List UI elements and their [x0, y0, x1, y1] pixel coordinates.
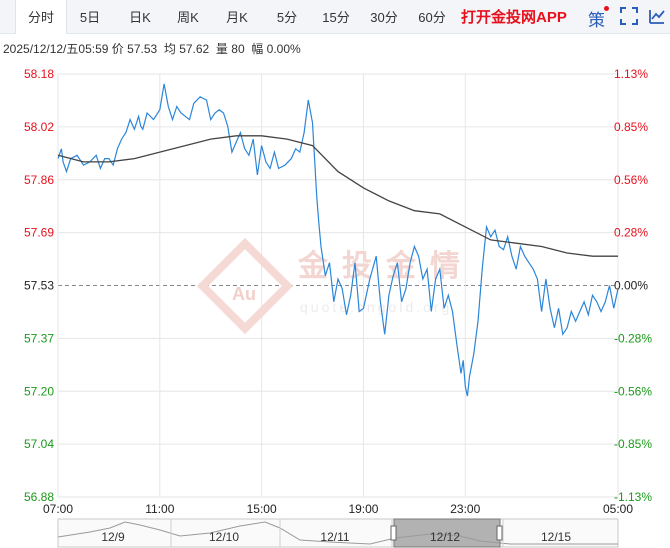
y-right-tick-label: 0.28% — [614, 226, 648, 240]
y-left-tick-label: 57.20 — [24, 384, 54, 398]
info-price: 57.53 — [127, 42, 158, 56]
info-price-label: 价 — [111, 42, 124, 56]
y-left-tick-label: 57.37 — [24, 331, 54, 345]
x-tick-label: 23:00 — [450, 502, 480, 516]
navigator-date-label: 12/12 — [430, 530, 460, 544]
navigator-date-label: 12/15 — [541, 530, 571, 544]
x-tick-label: 11:00 — [145, 502, 174, 516]
watermark-cn-text: 金投金情 — [297, 249, 474, 283]
y-left-tick-label: 57.69 — [24, 226, 54, 240]
y-left-tick-label: 57.53 — [24, 279, 54, 293]
y-right-tick-label: 0.85% — [614, 120, 648, 134]
y-right-tick-label: 0.00% — [614, 279, 648, 293]
info-avg: 57.62 — [179, 42, 210, 56]
x-tick-label: 05:00 — [603, 502, 633, 516]
period-tab-bar: 分时 5日 日K 周K 月K 5分 15分 30分 60分 打开金投网APP 策 — [0, 0, 670, 34]
notification-dot — [604, 6, 609, 11]
y-right-tick-label: 0.56% — [614, 173, 648, 187]
open-app-link[interactable]: 打开金投网APP — [461, 9, 567, 26]
navigator-date-label: 12/10 — [209, 530, 239, 544]
y-left-tick-label: 58.02 — [24, 120, 54, 134]
watermark-logo: Au 金投金情 quote.cngold.org — [196, 237, 474, 335]
y-right-tick-label: -0.28% — [614, 331, 652, 345]
info-volume-label: 量 — [215, 42, 228, 56]
navigator-thumbnail-line — [57, 521, 618, 545]
tab-daily-k[interactable]: 日K — [129, 10, 151, 25]
navigator-selection — [393, 518, 501, 548]
average-series-line — [57, 135, 618, 257]
x-tick-label: 15:00 — [247, 502, 277, 516]
x-tick-label: 07:00 — [43, 502, 73, 516]
tab-intraday[interactable]: 分时 — [15, 0, 67, 34]
x-tick-label: 19:00 — [348, 502, 378, 516]
y-right-tick-label: -1.13% — [614, 490, 652, 504]
y-right-tick-label: -0.56% — [614, 384, 652, 398]
info-change-label: 幅 — [251, 42, 264, 56]
strategy-button[interactable]: 策 — [588, 11, 605, 31]
fullscreen-icon[interactable] — [620, 7, 638, 25]
tab-30min[interactable]: 30分 — [370, 10, 398, 25]
chart-settings-icon[interactable] — [648, 7, 666, 25]
y-right-tick-label: -0.85% — [614, 437, 652, 451]
tab-5min[interactable]: 5分 — [276, 10, 298, 25]
y-left-tick-label: 57.86 — [24, 173, 54, 187]
tab-weekly-k[interactable]: 周K — [177, 10, 199, 25]
plot-frame — [57, 73, 619, 498]
info-datetime: 2025/12/12/五05:59 — [3, 42, 109, 56]
price-series-line — [57, 83, 619, 397]
watermark-logo-text: Au — [232, 284, 256, 304]
navigator-date-label: 12/9 — [101, 530, 125, 544]
time-navigator[interactable]: 12/9 12/10 12/11 12/12 12/15 — [57, 518, 619, 548]
navigator-left-handle — [390, 525, 397, 541]
watermark-en-text: quote.cngold.org — [300, 299, 452, 315]
navigator-frame — [57, 518, 619, 548]
y-right-tick-label: 1.13% — [614, 67, 648, 81]
tab-15min[interactable]: 15分 — [322, 10, 350, 25]
navigator-date-label: 12/11 — [320, 530, 349, 544]
quote-info-bar: 2025/12/12/五05:59 价 57.53 均 57.62 量 80 幅… — [3, 40, 301, 57]
y-left-tick-label: 57.04 — [24, 437, 54, 451]
info-avg-label: 均 — [163, 42, 176, 56]
navigator-right-handle — [496, 525, 503, 541]
y-left-tick-label: 58.18 — [24, 67, 54, 81]
y-left-tick-label: 56.88 — [24, 490, 54, 504]
tab-monthly-k[interactable]: 月K — [226, 10, 248, 25]
tab-5day[interactable]: 5日 — [79, 10, 101, 25]
info-volume: 80 — [231, 42, 245, 56]
info-change: 0.00% — [266, 42, 301, 56]
tab-60min[interactable]: 60分 — [418, 10, 446, 25]
